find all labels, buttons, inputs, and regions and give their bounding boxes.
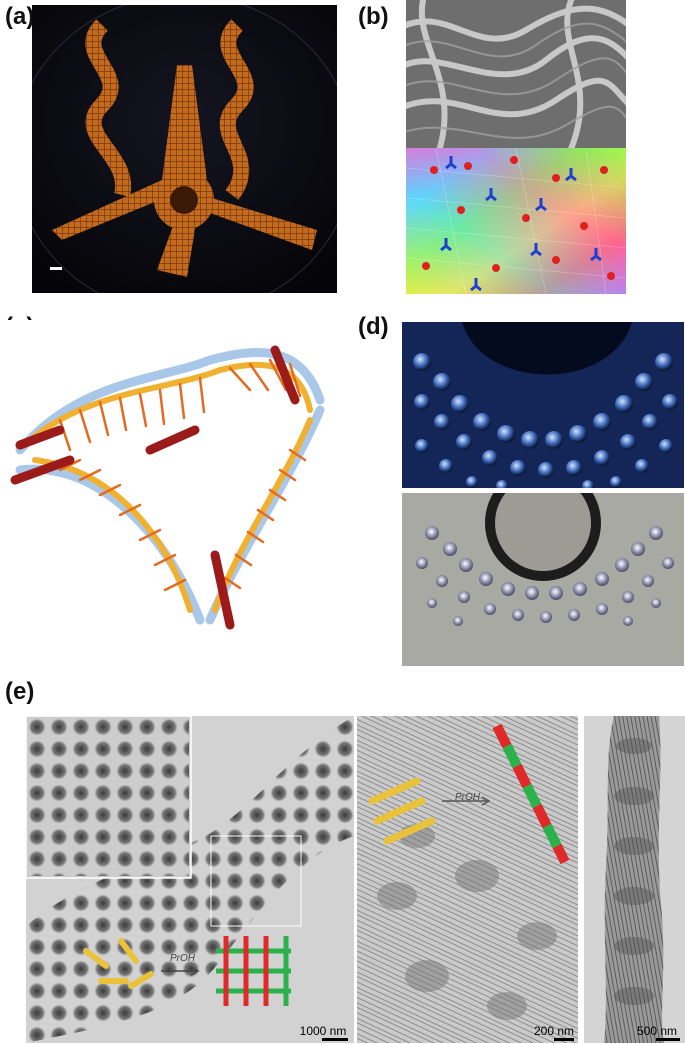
scale-bar-line-1: [322, 1038, 348, 1041]
panel-label-e: (e): [5, 678, 35, 705]
gray-bubble-micrograph: [402, 493, 684, 666]
scale-bar-line-3: [656, 1038, 680, 1041]
tem-cluster-micrograph: [26, 716, 354, 1043]
tem-column-micrograph: [584, 716, 685, 1043]
scale-bar-line-2: [554, 1038, 574, 1041]
panel-d-bottom-image: [402, 493, 684, 666]
panel-label-a: (a): [5, 3, 35, 30]
panel-b-top-image: [406, 0, 626, 148]
blue-bubble-micrograph: [402, 322, 684, 488]
panel-label-b: (b): [358, 3, 389, 30]
panel-a-image: [32, 5, 337, 293]
proh-label-2: PrOH: [455, 792, 480, 803]
panel-b-bottom-image: [406, 148, 626, 294]
proh-label-1: PrOH: [170, 953, 195, 964]
scale-bar-200nm: 200 nm: [528, 1024, 580, 1038]
panel-label-d: (d): [358, 313, 389, 340]
panel-d-top-image: [402, 322, 684, 488]
panel-e-tem-image-2: [357, 716, 578, 1043]
dna-sculpture-illustration: [32, 5, 337, 293]
scale-bar-label-1: 1000 nm: [299, 1024, 347, 1038]
orientation-color-map: [406, 148, 626, 294]
scale-bar-1000nm: 1000 nm: [296, 1024, 350, 1038]
dna-helix-triangle-model: [10, 345, 325, 630]
scale-bar-500nm: 500 nm: [630, 1024, 684, 1038]
panel-c-image: [0, 320, 345, 650]
scale-bar-label-2: 200 nm: [533, 1024, 575, 1038]
panel-e-tem-image-3: [584, 716, 685, 1043]
scale-bar-label-3: 500 nm: [636, 1024, 678, 1038]
panel-e-tem-image-1: [26, 716, 354, 1043]
tem-rod-micrograph: [357, 716, 578, 1043]
swirl-micrograph: [406, 0, 626, 148]
